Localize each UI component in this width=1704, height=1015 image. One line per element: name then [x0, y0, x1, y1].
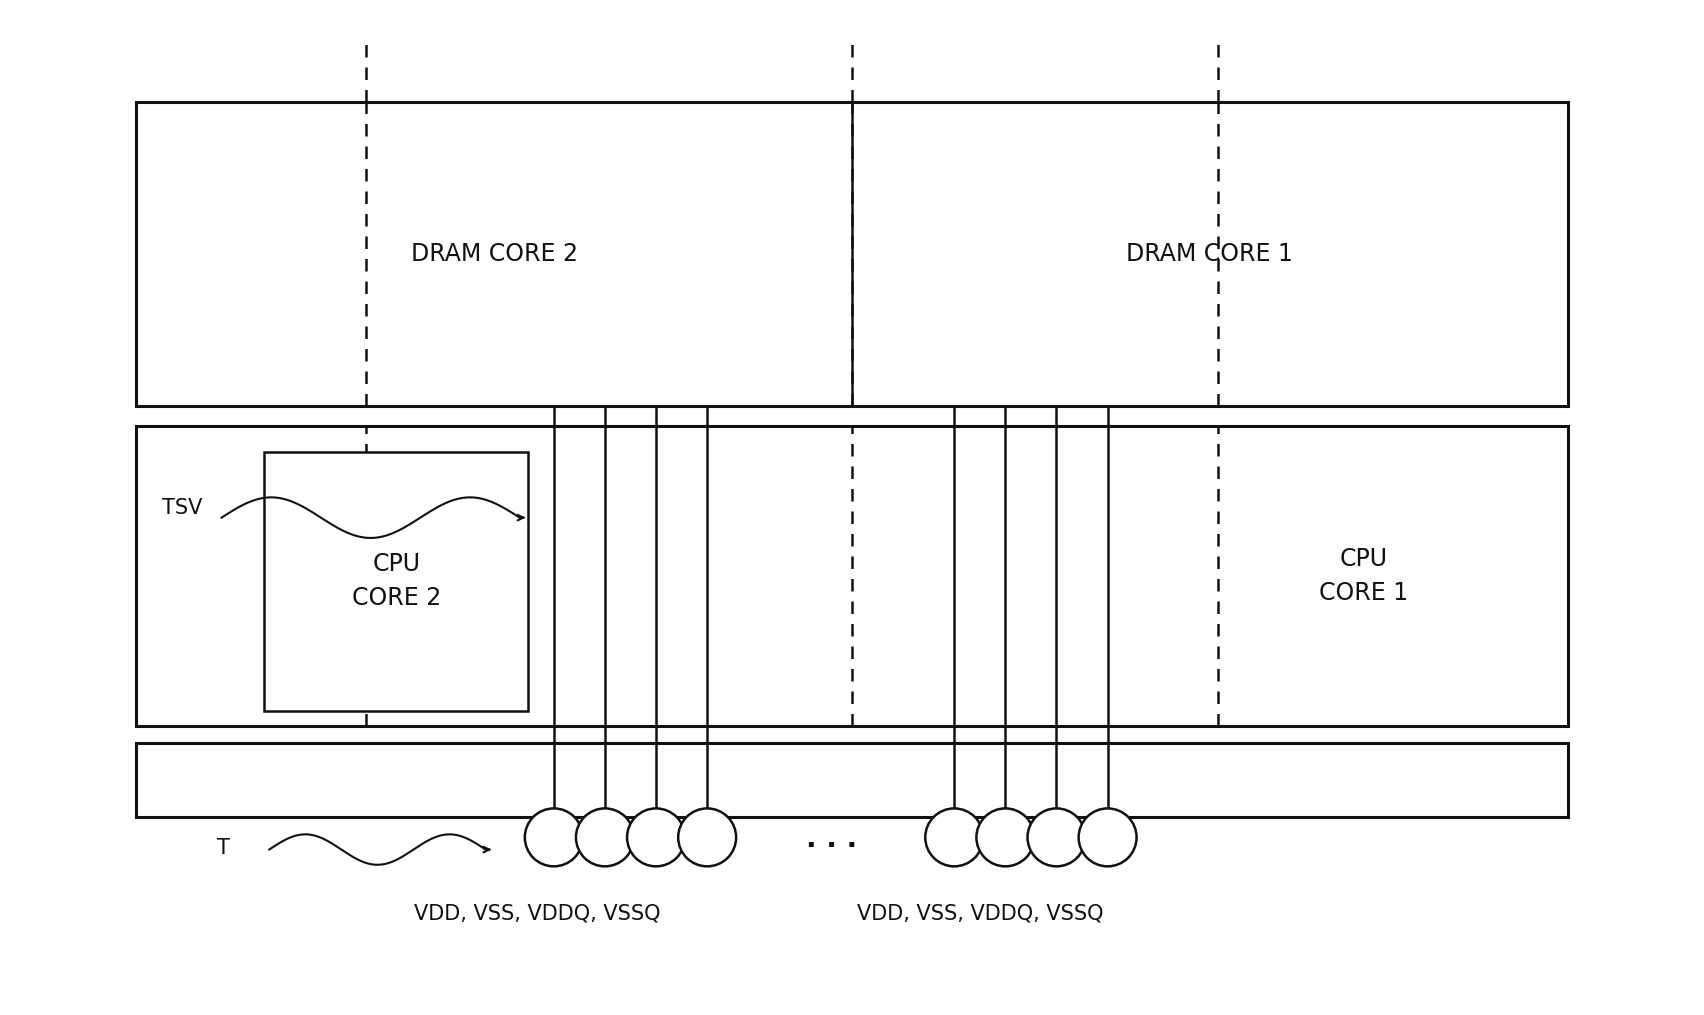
- Ellipse shape: [525, 808, 583, 867]
- Ellipse shape: [1028, 808, 1085, 867]
- Text: . . .: . . .: [806, 825, 857, 854]
- Ellipse shape: [976, 808, 1034, 867]
- Bar: [136, 426, 1568, 726]
- Ellipse shape: [627, 808, 685, 867]
- Text: CPU
CORE 1: CPU CORE 1: [1319, 547, 1408, 605]
- Bar: [136, 102, 1568, 406]
- Text: DRAM CORE 1: DRAM CORE 1: [1126, 242, 1293, 266]
- Text: VDD, VSS, VDDQ, VSSQ: VDD, VSS, VDDQ, VSSQ: [857, 903, 1102, 924]
- Text: T: T: [216, 837, 230, 858]
- Ellipse shape: [925, 808, 983, 867]
- Text: DRAM CORE 2: DRAM CORE 2: [411, 242, 578, 266]
- Ellipse shape: [678, 808, 736, 867]
- Bar: [136, 743, 1568, 817]
- Text: VDD, VSS, VDDQ, VSSQ: VDD, VSS, VDDQ, VSSQ: [414, 903, 659, 924]
- Text: CPU
CORE 2: CPU CORE 2: [351, 552, 441, 610]
- Ellipse shape: [1079, 808, 1137, 867]
- Ellipse shape: [576, 808, 634, 867]
- Text: TSV: TSV: [162, 497, 203, 518]
- Bar: [264, 452, 528, 710]
